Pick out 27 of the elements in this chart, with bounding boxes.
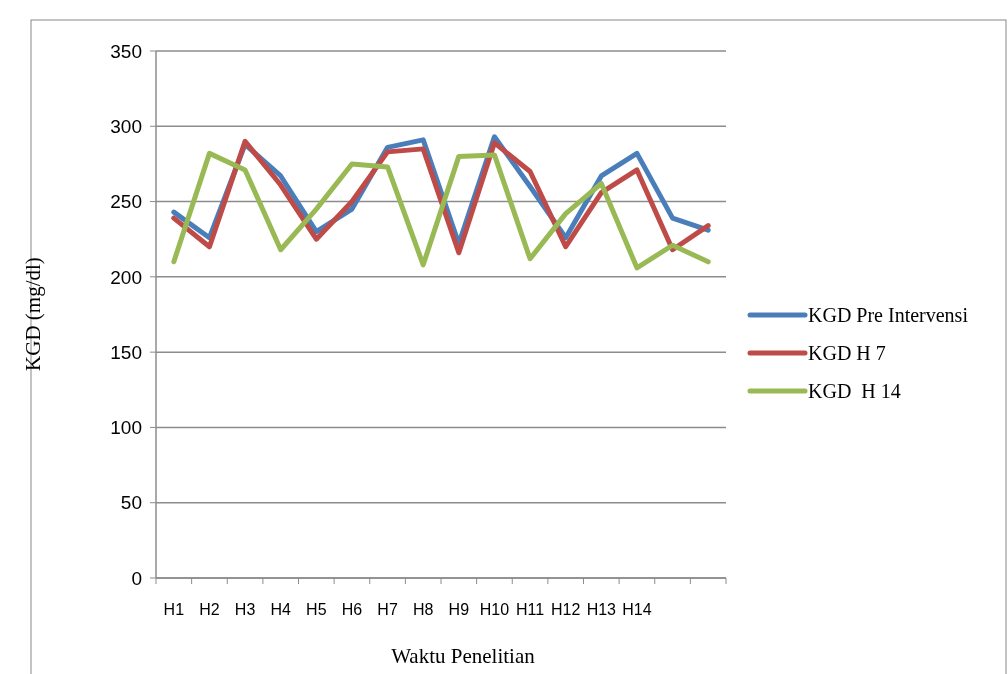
x-tick-label: H5	[306, 601, 327, 618]
y-tick-label: 350	[110, 40, 142, 62]
x-tick-label: H13	[586, 601, 617, 618]
x-tick-label: H10	[479, 601, 510, 618]
y-tick-label: 50	[120, 492, 142, 514]
x-tick-label: H2	[199, 601, 220, 618]
x-tick-label: H14	[622, 601, 652, 618]
x-axis-title: Waktu Penelitian	[391, 644, 536, 668]
y-tick-label: 150	[110, 341, 142, 363]
y-axis-title: KGD (mg/dl)	[21, 257, 45, 371]
y-tick-label: 300	[110, 115, 142, 137]
legend-label: KGD H 14	[808, 380, 901, 402]
x-tick-label: H9	[448, 601, 470, 618]
legend-label: KGD H 7	[808, 342, 886, 364]
x-tick-label: H12	[551, 601, 581, 618]
x-tick-label: H11	[515, 601, 545, 618]
x-tick-label: H1	[163, 601, 185, 618]
x-tick-label: H8	[412, 601, 434, 618]
x-tick-label: H7	[377, 601, 398, 618]
y-tick-label: 200	[110, 266, 142, 288]
x-tick-label: H3	[234, 601, 256, 618]
y-tick-label: 100	[110, 417, 142, 439]
x-tick-label: H6	[341, 601, 363, 618]
x-tick-label: H4	[270, 601, 292, 618]
y-tick-label: 0	[131, 567, 142, 589]
legend-label: KGD Pre Intervensi	[808, 304, 969, 326]
y-tick-label: 250	[110, 191, 142, 213]
